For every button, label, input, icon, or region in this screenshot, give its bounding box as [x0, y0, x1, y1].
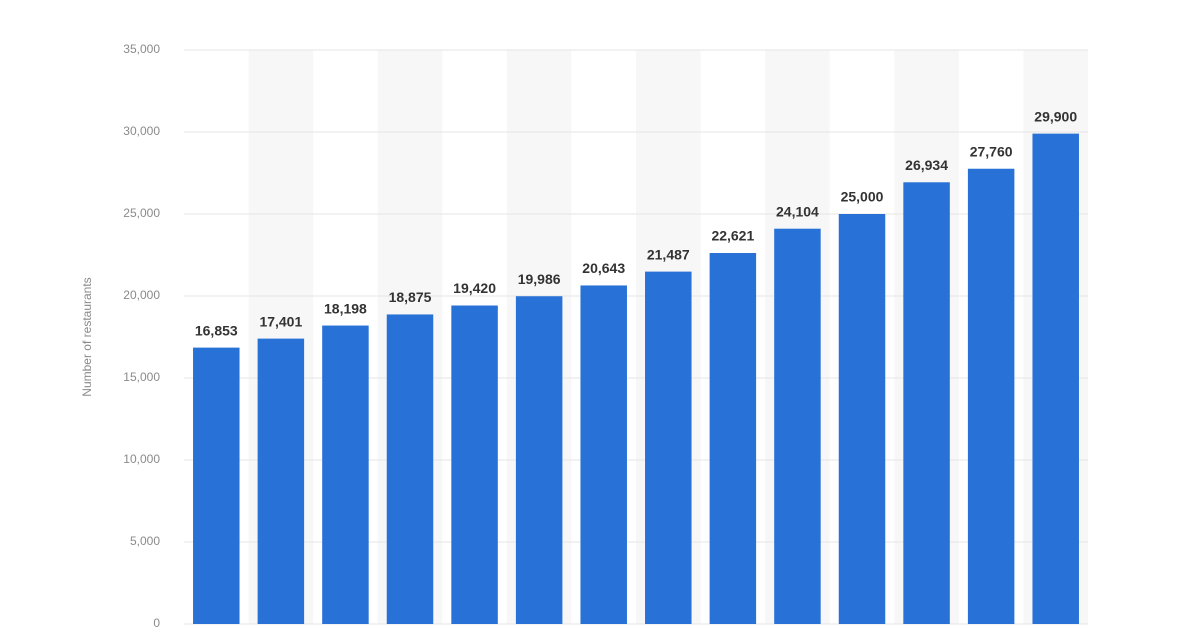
- bar: [386, 314, 434, 624]
- value-label: 25,000: [841, 189, 884, 205]
- bar: [257, 338, 305, 624]
- value-label: 29,900: [1034, 108, 1077, 124]
- bar: [838, 214, 886, 624]
- y-tick-label: 5,000: [130, 534, 160, 548]
- value-label: 20,643: [582, 260, 625, 276]
- value-label: 19,986: [518, 271, 561, 287]
- bar: [193, 347, 240, 624]
- value-label: 26,934: [905, 157, 948, 173]
- value-label: 27,760: [970, 143, 1013, 159]
- value-label: 24,104: [776, 203, 819, 219]
- bar: [774, 228, 821, 624]
- value-label: 19,420: [453, 280, 496, 296]
- bar: [903, 182, 950, 624]
- y-tick-label: 35,000: [123, 42, 160, 56]
- value-label: 18,875: [389, 289, 432, 305]
- y-tick-label: 30,000: [123, 124, 160, 138]
- value-label: 17,401: [259, 313, 302, 329]
- y-tick-label: 0: [153, 616, 160, 628]
- bar: [1032, 133, 1079, 624]
- bar: [451, 305, 498, 624]
- value-label: 16,853: [195, 322, 238, 338]
- y-axis-label: Number of restaurants: [80, 277, 94, 396]
- bar: [709, 253, 757, 624]
- bar: [645, 271, 692, 624]
- y-tick-label: 10,000: [123, 452, 160, 466]
- y-tick-label: 25,000: [123, 206, 160, 220]
- bar: [967, 168, 1015, 624]
- value-label: 22,621: [711, 228, 754, 244]
- y-tick-label: 15,000: [123, 370, 160, 384]
- y-tick-label: 20,000: [123, 288, 160, 302]
- bar: [322, 325, 369, 624]
- value-label: 21,487: [647, 246, 690, 262]
- bar: [580, 285, 627, 624]
- bar: [515, 296, 563, 624]
- value-label: 18,198: [324, 300, 367, 316]
